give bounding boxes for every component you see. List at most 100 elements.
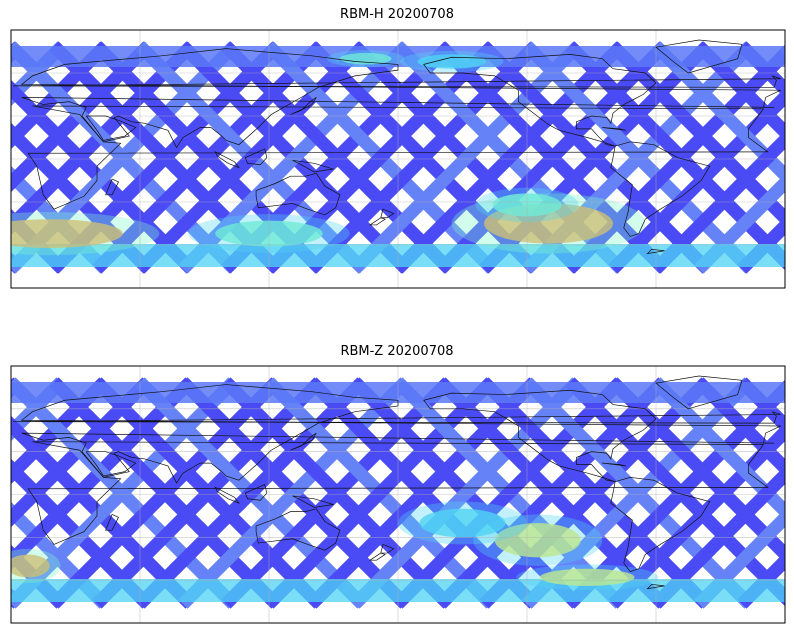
swath-track: [221, 377, 453, 609]
swath-track: [307, 41, 540, 274]
swath-track: [694, 377, 785, 478]
coastline-cuba: [602, 462, 626, 467]
swath-track: [393, 377, 625, 609]
graticule: [11, 366, 785, 623]
coastline-australia: [255, 508, 341, 551]
swath-track: [436, 41, 669, 274]
graticule: [11, 30, 785, 288]
coastline-newzealand: [380, 543, 395, 554]
swath-layer: [11, 377, 785, 609]
swath-track: [307, 377, 539, 609]
coastline-antarcticpen: [646, 584, 665, 590]
brightness-anomaly-halo: [473, 514, 603, 566]
map-frame: [10, 365, 786, 624]
coastline-eurasia: [20, 48, 781, 149]
coastline-newzealand2: [368, 217, 386, 226]
coastline-southamerica: [610, 141, 711, 237]
coastline-newzealand: [380, 208, 395, 219]
panel-title-rbm-z: RBM-Z 20200708: [340, 344, 454, 359]
swath-track: [11, 41, 153, 193]
coastline-uk: [13, 75, 781, 88]
coastline-uk: [13, 411, 781, 424]
coastline-antarcticpen: [646, 248, 665, 255]
swath-track: [651, 465, 785, 609]
brightness-anomaly-halo: [11, 212, 160, 256]
swath-track: [11, 377, 109, 485]
coastline-southamerica: [610, 477, 711, 573]
map-area: [11, 366, 785, 623]
swath-track: [694, 508, 785, 609]
swath-track: [479, 377, 711, 609]
coastline-sumatra: [214, 151, 240, 169]
map-frame: [10, 29, 786, 289]
swath-track: [780, 382, 785, 392]
map-area: [11, 30, 785, 288]
brightness-anomaly: [11, 219, 123, 248]
swath-track: [350, 41, 583, 274]
coastline-japan: [290, 432, 317, 451]
coastline-newguinea: [292, 495, 334, 508]
brightness-anomaly: [494, 523, 581, 558]
swath-track: [350, 377, 582, 609]
swath-track: [11, 41, 67, 107]
swath-track: [737, 551, 785, 609]
coastline-northamerica: [423, 54, 657, 147]
swath-track: [737, 216, 785, 274]
swath-track: [608, 87, 785, 274]
swath-track: [651, 130, 785, 274]
swath-track: [737, 41, 785, 99]
swath-track: [11, 41, 196, 236]
coastline-arabia: [85, 115, 137, 141]
swath-track: [780, 46, 785, 56]
coastlines: [13, 39, 781, 255]
swath-track: [11, 377, 66, 442]
coastline-cuba: [602, 127, 626, 131]
swath-track: [737, 377, 785, 435]
swath-track: [178, 377, 410, 609]
coastline-greenland: [655, 375, 743, 410]
brightness-anomaly-halo: [516, 564, 659, 591]
swath-track: [522, 377, 754, 609]
swath-track: [11, 377, 152, 528]
coastline-madagascar: [105, 178, 119, 196]
coastline-africa: [27, 105, 769, 210]
swath-track: [264, 377, 496, 609]
coastline-borneo: [244, 148, 268, 166]
coastline-newguinea: [292, 160, 334, 173]
panel-title-rbm-h: RBM-H 20200708: [340, 7, 454, 22]
coastline-newzealand2: [368, 552, 386, 561]
coastline-japan: [290, 97, 317, 115]
swath-track: [780, 594, 785, 604]
coastline-sumatra: [214, 486, 240, 504]
brightness-anomaly-halo: [327, 50, 405, 68]
coastline-northamerica: [423, 389, 657, 482]
coastline-eurasia: [20, 384, 781, 484]
brightness-anomaly: [419, 508, 506, 538]
coastline-africa: [27, 441, 769, 545]
swath-track: [393, 41, 626, 274]
swath-track: [780, 259, 785, 269]
brightness-anomaly-halo: [398, 501, 527, 545]
swath-track: [608, 422, 785, 609]
swath-track: [11, 41, 110, 150]
brightness-anomaly-halo: [11, 548, 61, 584]
swath-track: [694, 41, 785, 142]
brightness-anomaly: [11, 554, 50, 578]
brightness-anomaly-halo: [400, 50, 504, 73]
coastlines: [13, 375, 781, 590]
coastline-arabia: [85, 451, 137, 477]
swath-track: [694, 173, 785, 274]
swath-track: [565, 379, 785, 609]
coastline-madagascar: [105, 514, 119, 531]
coastline-borneo: [244, 484, 268, 501]
swath-track: [49, 377, 281, 609]
swath-track: [436, 377, 668, 609]
coastline-australia: [255, 172, 341, 216]
swath-track: [11, 501, 109, 609]
brightness-anomaly: [539, 568, 635, 586]
coastline-greenland: [655, 39, 743, 74]
map-panel-rbm-h: [10, 29, 786, 289]
map-panel-rbm-z: [10, 365, 786, 624]
swath-track: [11, 377, 195, 571]
